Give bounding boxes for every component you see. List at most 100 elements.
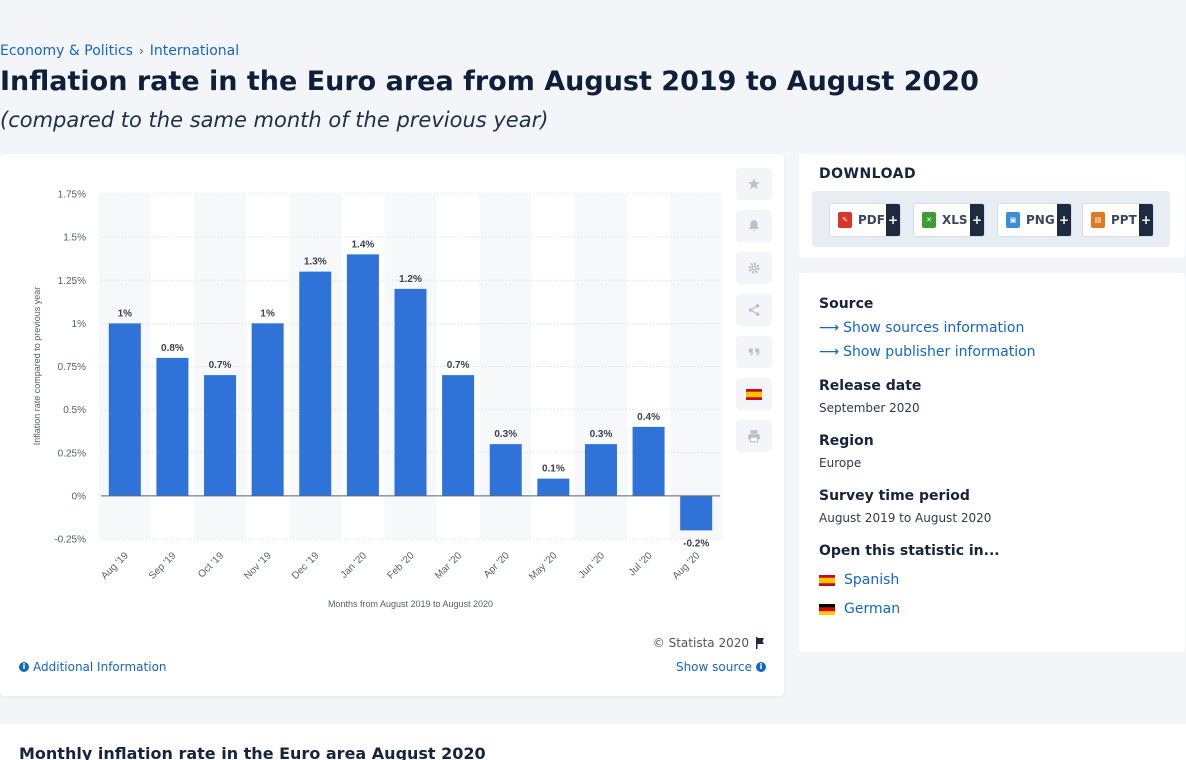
region-heading: Region xyxy=(819,433,874,449)
show-publisher-label: Show publisher information xyxy=(843,344,1036,360)
y-tick-label: 1% xyxy=(72,319,87,330)
data-label: 1.3% xyxy=(304,257,327,268)
download-ppt-label: PPT xyxy=(1111,213,1137,227)
download-xls-plus[interactable]: + xyxy=(970,204,984,236)
ppt-file-icon: ▤ xyxy=(1091,212,1105,228)
info-icon: i xyxy=(756,662,766,672)
bar xyxy=(680,495,713,531)
top-bar xyxy=(0,0,1186,40)
show-sources-label: Show sources information xyxy=(843,320,1025,336)
data-label: 1.4% xyxy=(351,239,374,250)
y-tick-label: 1.75% xyxy=(58,190,86,201)
y-tick-label: 0.25% xyxy=(58,448,86,459)
open-statistic-heading: Open this statistic in... xyxy=(819,543,1000,559)
chart-card: -0.25% 0% 0.25% 0.5% 0.75% 1% 1.25% 1.5% 1.75% 1%… xyxy=(0,154,784,696)
y-tick-label: -0.25% xyxy=(54,535,86,546)
flag-report-icon[interactable] xyxy=(755,637,766,649)
bar xyxy=(584,444,617,496)
y-tick-label: 0.75% xyxy=(58,362,86,373)
open-in-german-link[interactable]: German xyxy=(819,601,900,617)
download-pdf-button[interactable]: ✎ PDF + xyxy=(829,203,901,237)
x-tick-label: Feb '20 xyxy=(385,550,416,581)
open-in-spanish-link[interactable]: Spanish xyxy=(819,572,899,588)
data-label: 0.3% xyxy=(590,429,613,440)
x-axis-title: Months from August 2019 to August 2020 xyxy=(328,599,493,609)
survey-period-value: August 2019 to August 2020 xyxy=(819,511,992,525)
star-icon[interactable] xyxy=(736,168,772,200)
arrow-right-icon: ⟶ xyxy=(819,320,840,336)
download-pdf-plus[interactable]: + xyxy=(886,204,900,236)
breadcrumb-separator: › xyxy=(138,44,144,58)
show-publisher-link[interactable]: ⟶ Show publisher information xyxy=(819,344,1036,360)
spain-flag-icon[interactable] xyxy=(736,378,772,410)
data-label: 0.7% xyxy=(209,360,232,371)
bar-chart: -0.25% 0% 0.25% 0.5% 0.75% 1% 1.25% 1.5% 1.75% 1%… xyxy=(32,189,720,609)
y-tick-label: 0.5% xyxy=(63,405,86,416)
x-tick-label: Aug '20 xyxy=(671,550,703,582)
bar xyxy=(632,426,665,496)
additional-information-link[interactable]: i Additional Information xyxy=(19,660,167,674)
download-ppt-button[interactable]: ▤ PPT + xyxy=(1082,203,1154,237)
data-label: 0.3% xyxy=(494,429,517,440)
download-title: DOWNLOAD xyxy=(819,166,917,182)
x-tick-label: Jan '20 xyxy=(339,550,370,581)
download-xls-label: XLS xyxy=(942,213,968,227)
y-tick-label: 1.25% xyxy=(58,276,86,287)
data-label: 0.1% xyxy=(542,464,565,475)
y-axis-title: Inflation rate compared to previous year xyxy=(32,287,42,446)
spanish-label: Spanish xyxy=(844,572,900,588)
breadcrumb-international[interactable]: International xyxy=(149,43,240,59)
data-label: 0.8% xyxy=(161,343,184,354)
y-tick-label: 1.5% xyxy=(63,233,86,244)
page-title: Inflation rate in the Euro area from Aug… xyxy=(0,66,979,97)
page-subtitle: (compared to the same month of the previ… xyxy=(0,108,549,132)
download-png-plus[interactable]: + xyxy=(1057,204,1071,236)
gear-icon[interactable] xyxy=(736,252,772,284)
bar xyxy=(442,375,475,496)
bar xyxy=(489,444,522,496)
bell-icon[interactable] xyxy=(736,210,772,242)
y-tick-label: 0% xyxy=(72,491,87,502)
xls-file-icon: ✕ xyxy=(922,212,936,228)
x-tick-label: Sep '19 xyxy=(147,550,179,582)
share-icon[interactable] xyxy=(736,294,772,326)
x-tick-label: Mar '20 xyxy=(433,550,464,581)
breadcrumb: Economy & Politics › International xyxy=(0,43,239,59)
related-statistic-title[interactable]: Monthly inflation rate in the Euro area … xyxy=(19,744,486,760)
bar xyxy=(204,375,237,496)
data-label: 0.4% xyxy=(637,412,660,423)
show-sources-link[interactable]: ⟶ Show sources information xyxy=(819,320,1024,336)
bar xyxy=(299,271,332,496)
x-tick-label: Aug '19 xyxy=(99,550,131,582)
related-statistic-card: Monthly inflation rate in the Euro area … xyxy=(0,724,1186,760)
bar xyxy=(394,288,427,496)
survey-period-heading: Survey time period xyxy=(819,488,970,504)
arrow-right-icon: ⟶ xyxy=(819,344,840,360)
download-card: DOWNLOAD ✎ PDF + ✕ XLS + ▣ PNG + ▤ PPT + xyxy=(799,154,1185,258)
download-xls-button[interactable]: ✕ XLS + xyxy=(913,203,985,237)
x-tick-label: Jul '20 xyxy=(627,550,655,578)
download-png-button[interactable]: ▣ PNG + xyxy=(997,203,1072,237)
download-pdf-label: PDF xyxy=(858,213,885,227)
bar xyxy=(346,254,379,496)
german-label: German xyxy=(844,601,901,617)
show-source-link[interactable]: Show source i xyxy=(676,660,766,674)
chart-toolbar xyxy=(736,168,772,462)
quote-icon[interactable] xyxy=(736,336,772,368)
statistic-info-card: Source ⟶ Show sources information ⟶ Show… xyxy=(799,273,1185,652)
germany-flag-icon xyxy=(819,603,835,615)
print-icon[interactable] xyxy=(736,420,772,452)
region-value: Europe xyxy=(819,456,862,470)
release-date-heading: Release date xyxy=(819,378,922,394)
data-label: 1% xyxy=(260,308,275,319)
breadcrumb-economy-politics[interactable]: Economy & Politics xyxy=(0,43,133,59)
pdf-file-icon: ✎ xyxy=(838,212,852,228)
bar xyxy=(251,323,284,496)
info-icon: i xyxy=(19,662,29,672)
x-tick-label: Jun '20 xyxy=(577,550,608,581)
download-button-bar: ✎ PDF + ✕ XLS + ▣ PNG + ▤ PPT + xyxy=(812,191,1170,247)
additional-information-label: Additional Information xyxy=(33,660,167,674)
x-tick-label: Nov '19 xyxy=(242,550,274,582)
download-ppt-plus[interactable]: + xyxy=(1139,204,1153,236)
data-label: 0.7% xyxy=(447,360,470,371)
